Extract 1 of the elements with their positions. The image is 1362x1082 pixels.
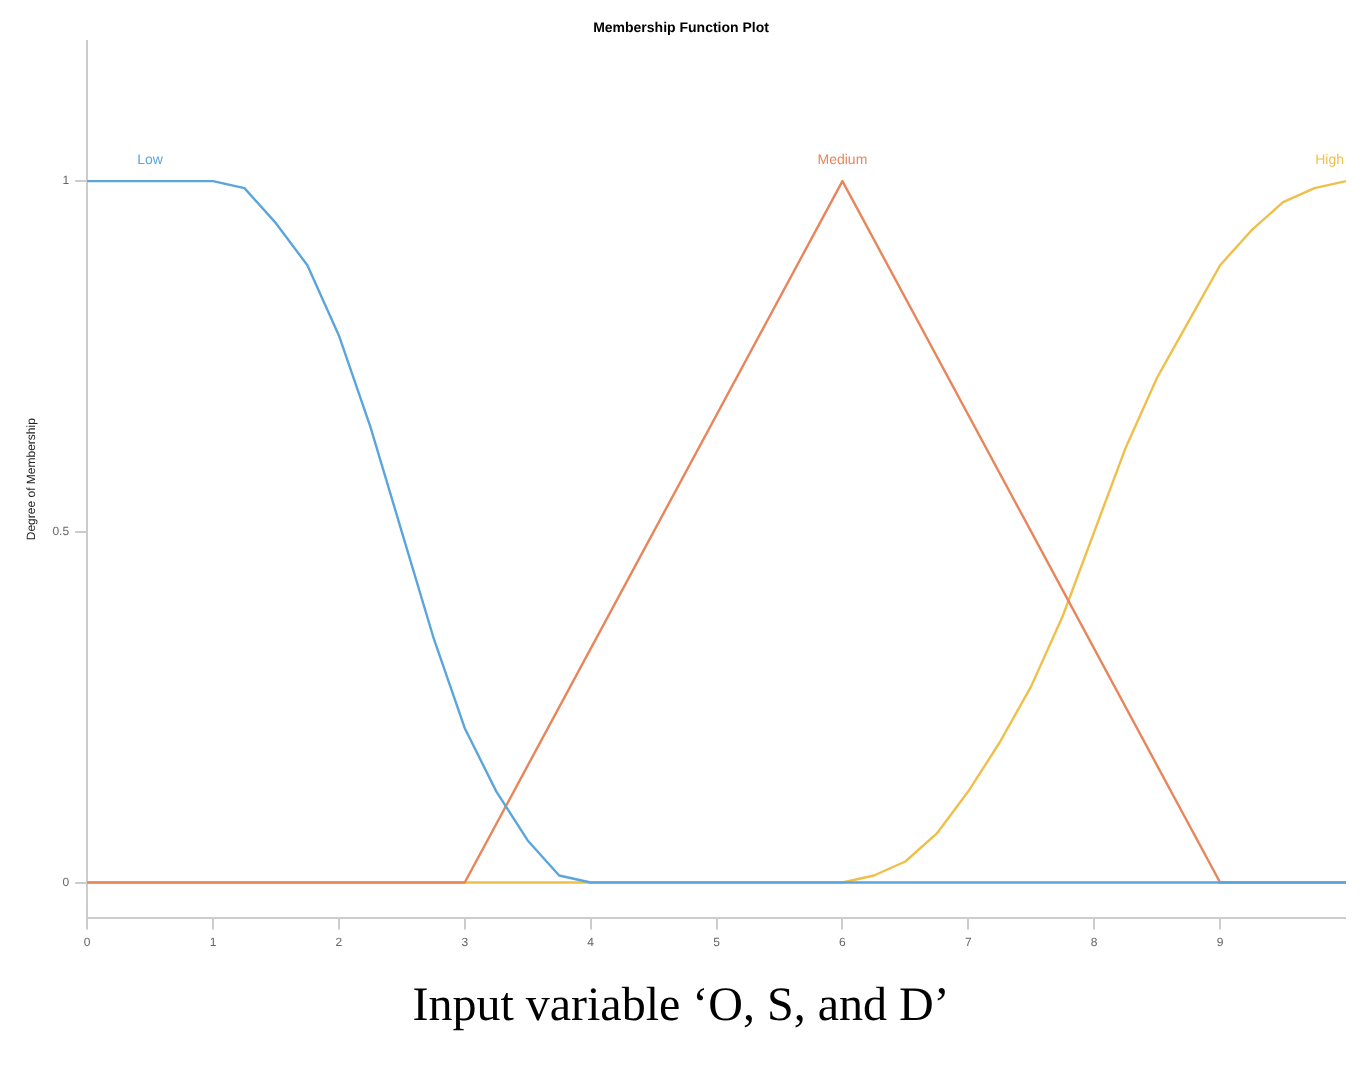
text: Input variable ‘O, S, and D’ xyxy=(410,980,952,1034)
